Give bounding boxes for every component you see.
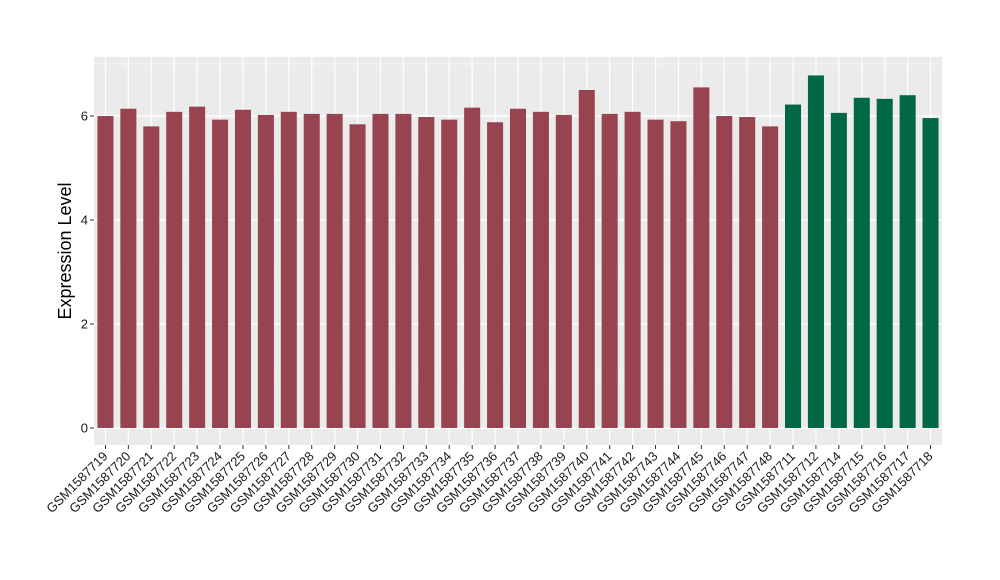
bar-GSM1587724 (212, 119, 229, 428)
y-tick-label: 4 (81, 213, 88, 228)
bar-GSM1587743 (647, 119, 664, 428)
bar-GSM1587728 (303, 113, 320, 429)
bar-GSM1587737 (509, 108, 527, 428)
bar-GSM1587741 (601, 113, 618, 429)
bar-GSM1587711 (785, 104, 802, 428)
bar-GSM1587723 (189, 106, 206, 428)
bar-GSM1587715 (853, 97, 870, 429)
bar-GSM1587747 (739, 117, 756, 428)
bar-GSM1587725 (234, 109, 251, 428)
bar-GSM1587720 (120, 108, 137, 428)
bar-GSM1587718 (922, 118, 939, 428)
bar-GSM1587742 (624, 111, 641, 428)
bar-GSM1587732 (395, 113, 412, 429)
y-axis-title: Expression Level (55, 182, 75, 319)
bar-GSM1587734 (441, 119, 458, 428)
bar-GSM1587746 (716, 116, 733, 428)
bar-GSM1587726 (257, 114, 274, 429)
bar-GSM1587740 (578, 90, 595, 428)
bar-GSM1587719 (97, 116, 114, 428)
y-tick-label: 6 (81, 109, 88, 124)
y-axis: 0 2 4 6 (81, 109, 94, 436)
x-axis: GSM1587719GSM1587720GSM1587721GSM1587722… (43, 445, 936, 516)
y-tick-label: 2 (81, 317, 88, 332)
bar-GSM1587721 (143, 126, 160, 429)
bar-GSM1587731 (372, 113, 389, 429)
bar-GSM1587738 (532, 111, 549, 428)
bar-GSM1587736 (487, 122, 504, 429)
bar-GSM1587733 (418, 117, 435, 428)
bar-GSM1587744 (670, 121, 687, 428)
bar-GSM1587739 (555, 114, 572, 429)
bar-GSM1587745 (693, 87, 710, 429)
bar-GSM1587722 (166, 111, 183, 428)
bar-GSM1587730 (349, 124, 366, 428)
bar-GSM1587712 (807, 75, 824, 428)
bar-GSM1587729 (326, 113, 343, 429)
bar-GSM1587748 (762, 126, 779, 429)
bar-GSM1587716 (876, 98, 893, 428)
bar-GSM1587717 (899, 95, 916, 428)
bar-GSM1587727 (280, 111, 297, 428)
bar-GSM1587735 (464, 107, 481, 429)
y-tick-label: 0 (81, 421, 88, 436)
bar-GSM1587714 (830, 112, 847, 428)
bars (97, 75, 939, 429)
